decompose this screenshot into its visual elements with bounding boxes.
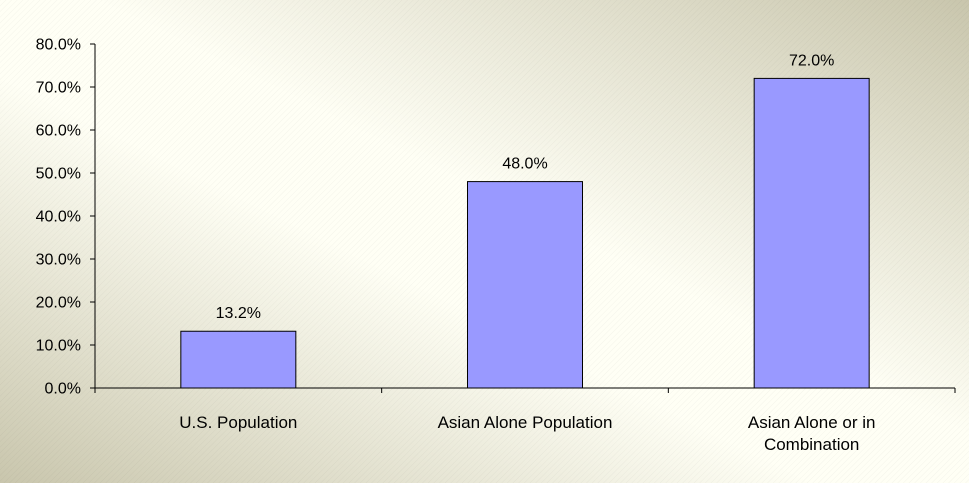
data-label: 48.0% <box>502 156 547 173</box>
y-tick-label: 30.0% <box>36 252 81 269</box>
y-tick-label: 40.0% <box>36 209 81 226</box>
bar <box>753 77 870 389</box>
y-tick-label: 20.0% <box>36 295 81 312</box>
y-tick-label: 60.0% <box>36 123 81 140</box>
category-label: U.S. Population <box>179 413 297 432</box>
y-tick-label: 0.0% <box>45 381 81 398</box>
y-tick-label: 70.0% <box>36 80 81 97</box>
category-label: Asian Alone Population <box>438 413 613 432</box>
plot-area: 0.0% 10.0% 20.0% 30.0% 40.0% 50.0% 60.0% 70.0% 8… <box>36 37 956 454</box>
category-label: Combination <box>764 435 859 454</box>
bar <box>467 181 583 389</box>
y-tick-label: 80.0% <box>36 37 81 54</box>
category-label: Asian Alone or in <box>748 413 876 432</box>
y-tick-label: 50.0% <box>36 166 81 183</box>
y-tick-label: 10.0% <box>36 338 81 355</box>
bar <box>180 330 297 389</box>
data-label: 72.0% <box>789 52 834 69</box>
data-label: 13.2% <box>216 305 261 322</box>
